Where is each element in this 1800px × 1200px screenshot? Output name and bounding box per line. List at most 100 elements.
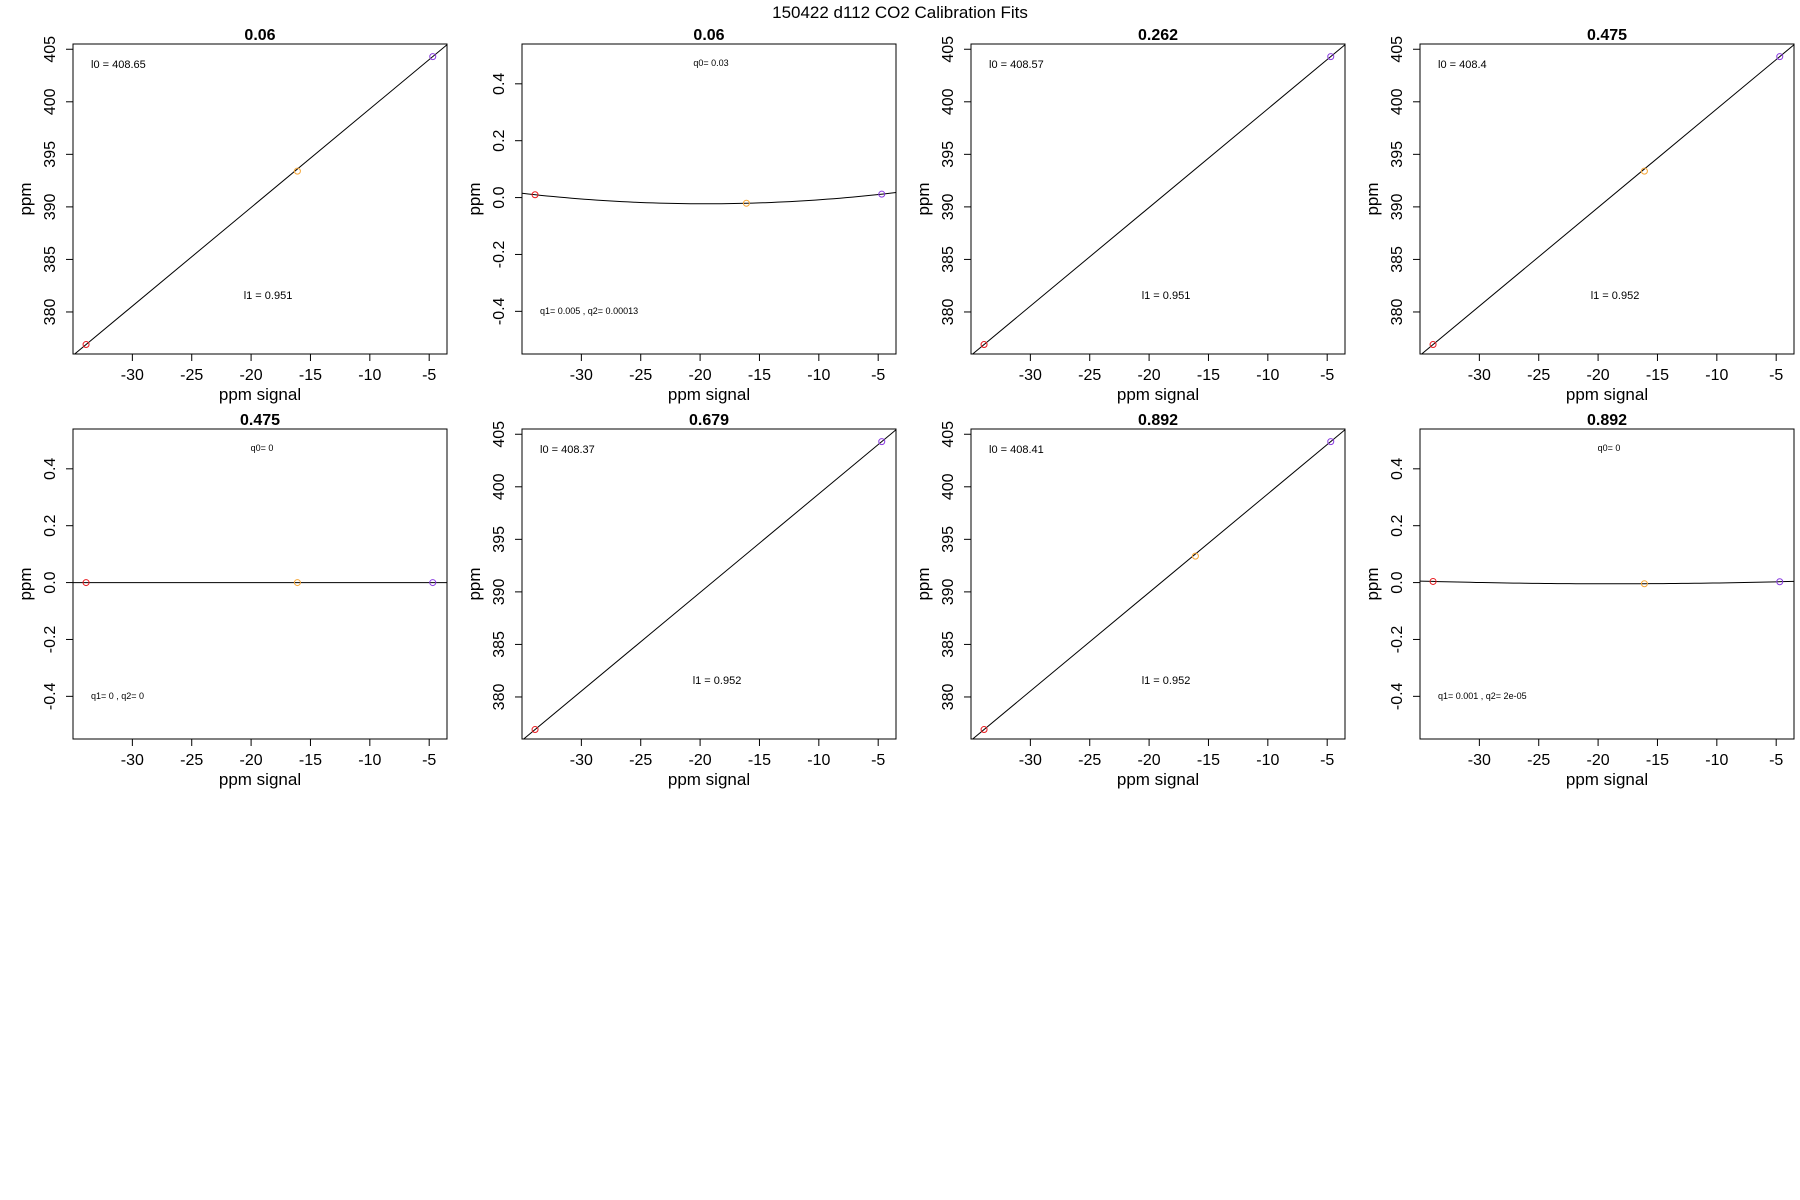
data-point <box>1776 578 1784 586</box>
x-tick-label: -30 <box>121 752 144 769</box>
fit-annotation: l0 = 408.37 <box>540 444 595 456</box>
x-tick-label: -25 <box>180 367 203 384</box>
x-axis-label: ppm signal <box>668 385 750 404</box>
x-axis-label: ppm signal <box>219 770 301 789</box>
y-tick-label: 405 <box>1389 36 1406 63</box>
fit-line <box>522 429 896 739</box>
panel-title: 0.679 <box>689 412 729 429</box>
y-tick-label: -0.4 <box>42 682 59 710</box>
plot-frame <box>970 428 1346 740</box>
panel-title: 0.892 <box>1138 412 1178 429</box>
y-tick-label: 385 <box>1389 246 1406 273</box>
x-tick-label: -10 <box>1705 752 1728 769</box>
fit-line <box>73 44 447 354</box>
y-tick-label: 395 <box>940 526 957 553</box>
x-tick-label: -15 <box>748 367 771 384</box>
panel-title: 0.262 <box>1138 27 1178 44</box>
x-tick-label: -20 <box>1138 367 1161 384</box>
x-axis-label: ppm signal <box>1566 770 1648 789</box>
x-tick-label: -30 <box>121 367 144 384</box>
x-tick-label: -5 <box>1769 752 1783 769</box>
fit-annotation: q1= 0.001 , q2= 2e-05 <box>1438 691 1527 701</box>
data-point <box>980 726 988 734</box>
data-point <box>980 341 988 349</box>
fit-annotation: l0 = 408.57 <box>989 59 1044 71</box>
y-tick-label: 405 <box>940 421 957 448</box>
fit-annotation: l1 = 0.951 <box>244 290 293 302</box>
y-tick-label: 0.2 <box>42 514 59 536</box>
y-tick-label: 0.4 <box>42 458 59 480</box>
x-tick-label: -20 <box>1587 367 1610 384</box>
y-tick-label: 0.2 <box>1389 514 1406 536</box>
x-tick-label: -10 <box>807 752 830 769</box>
fit-line <box>522 192 896 205</box>
x-tick-label: -10 <box>1705 367 1728 384</box>
y-tick-label: -0.4 <box>491 297 508 325</box>
x-axis-label: ppm signal <box>668 770 750 789</box>
y-tick-label: 390 <box>1389 193 1406 220</box>
y-tick-label: 390 <box>940 193 957 220</box>
panel-2: 0.06 -30 -25 -20 -15 -10 -5 -0.4 -0.2 0.0 0.2 0.4 pp… <box>465 27 897 404</box>
x-tick-label: -5 <box>871 752 885 769</box>
fit-annotation: l0 = 408.41 <box>989 444 1044 456</box>
x-tick-label: -5 <box>1320 752 1334 769</box>
plot-frame <box>1419 43 1795 355</box>
data-point <box>429 53 437 61</box>
x-tick-label: -25 <box>1527 752 1550 769</box>
fit-annotation: q1= 0.005 , q2= 0.00013 <box>540 306 638 316</box>
fit-line <box>971 429 1345 739</box>
y-tick-label: 390 <box>940 578 957 605</box>
y-axis-label: ppm <box>16 182 35 215</box>
x-tick-label: -30 <box>1019 752 1042 769</box>
x-tick-label: -30 <box>570 367 593 384</box>
y-tick-label: 400 <box>491 473 508 500</box>
y-tick-label: 0.2 <box>491 129 508 151</box>
fit-annotation: l1 = 0.951 <box>1142 290 1191 302</box>
data-point <box>1640 580 1648 588</box>
panel-7: 0.892 -30 -25 -20 -15 -10 -5 380 385 390 395 400 405… <box>914 412 1346 789</box>
data-point <box>82 341 90 349</box>
y-tick-label: 395 <box>491 526 508 553</box>
x-tick-label: -25 <box>1078 367 1101 384</box>
y-tick-label: -0.2 <box>1389 626 1406 654</box>
data-point <box>531 191 539 199</box>
x-tick-label: -10 <box>807 367 830 384</box>
x-tick-label: -20 <box>240 367 263 384</box>
y-axis-label: ppm <box>914 182 933 215</box>
figure-title: 150422 d112 CO2 Calibration Fits <box>772 3 1028 22</box>
x-tick-label: -20 <box>240 752 263 769</box>
plot-frame <box>521 43 897 355</box>
y-tick-label: 400 <box>940 88 957 115</box>
fit-line <box>1420 580 1794 585</box>
y-tick-label: 405 <box>42 36 59 63</box>
plot-frame <box>1419 428 1795 740</box>
x-tick-label: -5 <box>422 752 436 769</box>
plot-frame <box>72 43 448 355</box>
y-tick-label: 395 <box>940 141 957 168</box>
panel-1: 0.06 -30 -25 -20 -15 -10 -5 380 385 390 395 400 405 p… <box>16 27 448 404</box>
x-tick-label: -25 <box>1527 367 1550 384</box>
data-point <box>1327 53 1335 61</box>
data-point <box>82 579 90 587</box>
y-tick-label: 385 <box>940 631 957 658</box>
x-tick-label: -15 <box>1646 367 1669 384</box>
y-tick-label: 405 <box>491 421 508 448</box>
x-tick-label: -15 <box>299 367 322 384</box>
y-tick-label: 390 <box>491 578 508 605</box>
x-tick-label: -30 <box>570 752 593 769</box>
data-point <box>1776 53 1784 61</box>
data-point <box>1327 438 1335 446</box>
x-tick-label: -5 <box>871 367 885 384</box>
fit-annotation: q0= 0 <box>1598 443 1621 453</box>
x-tick-label: -20 <box>689 752 712 769</box>
x-tick-label: -30 <box>1468 367 1491 384</box>
y-tick-label: -0.2 <box>491 241 508 269</box>
panel-title: 0.06 <box>244 27 275 44</box>
panel-3: 0.262 -30 -25 -20 -15 -10 -5 380 385 390 395 400 405… <box>914 27 1346 404</box>
panel-grid: 0.06 -30 -25 -20 -15 -10 -5 380 385 390 395 400 405 p… <box>16 27 1795 789</box>
x-tick-label: -5 <box>1320 367 1334 384</box>
x-tick-label: -20 <box>689 367 712 384</box>
x-tick-label: -25 <box>629 367 652 384</box>
panel-title: 0.06 <box>693 27 724 44</box>
